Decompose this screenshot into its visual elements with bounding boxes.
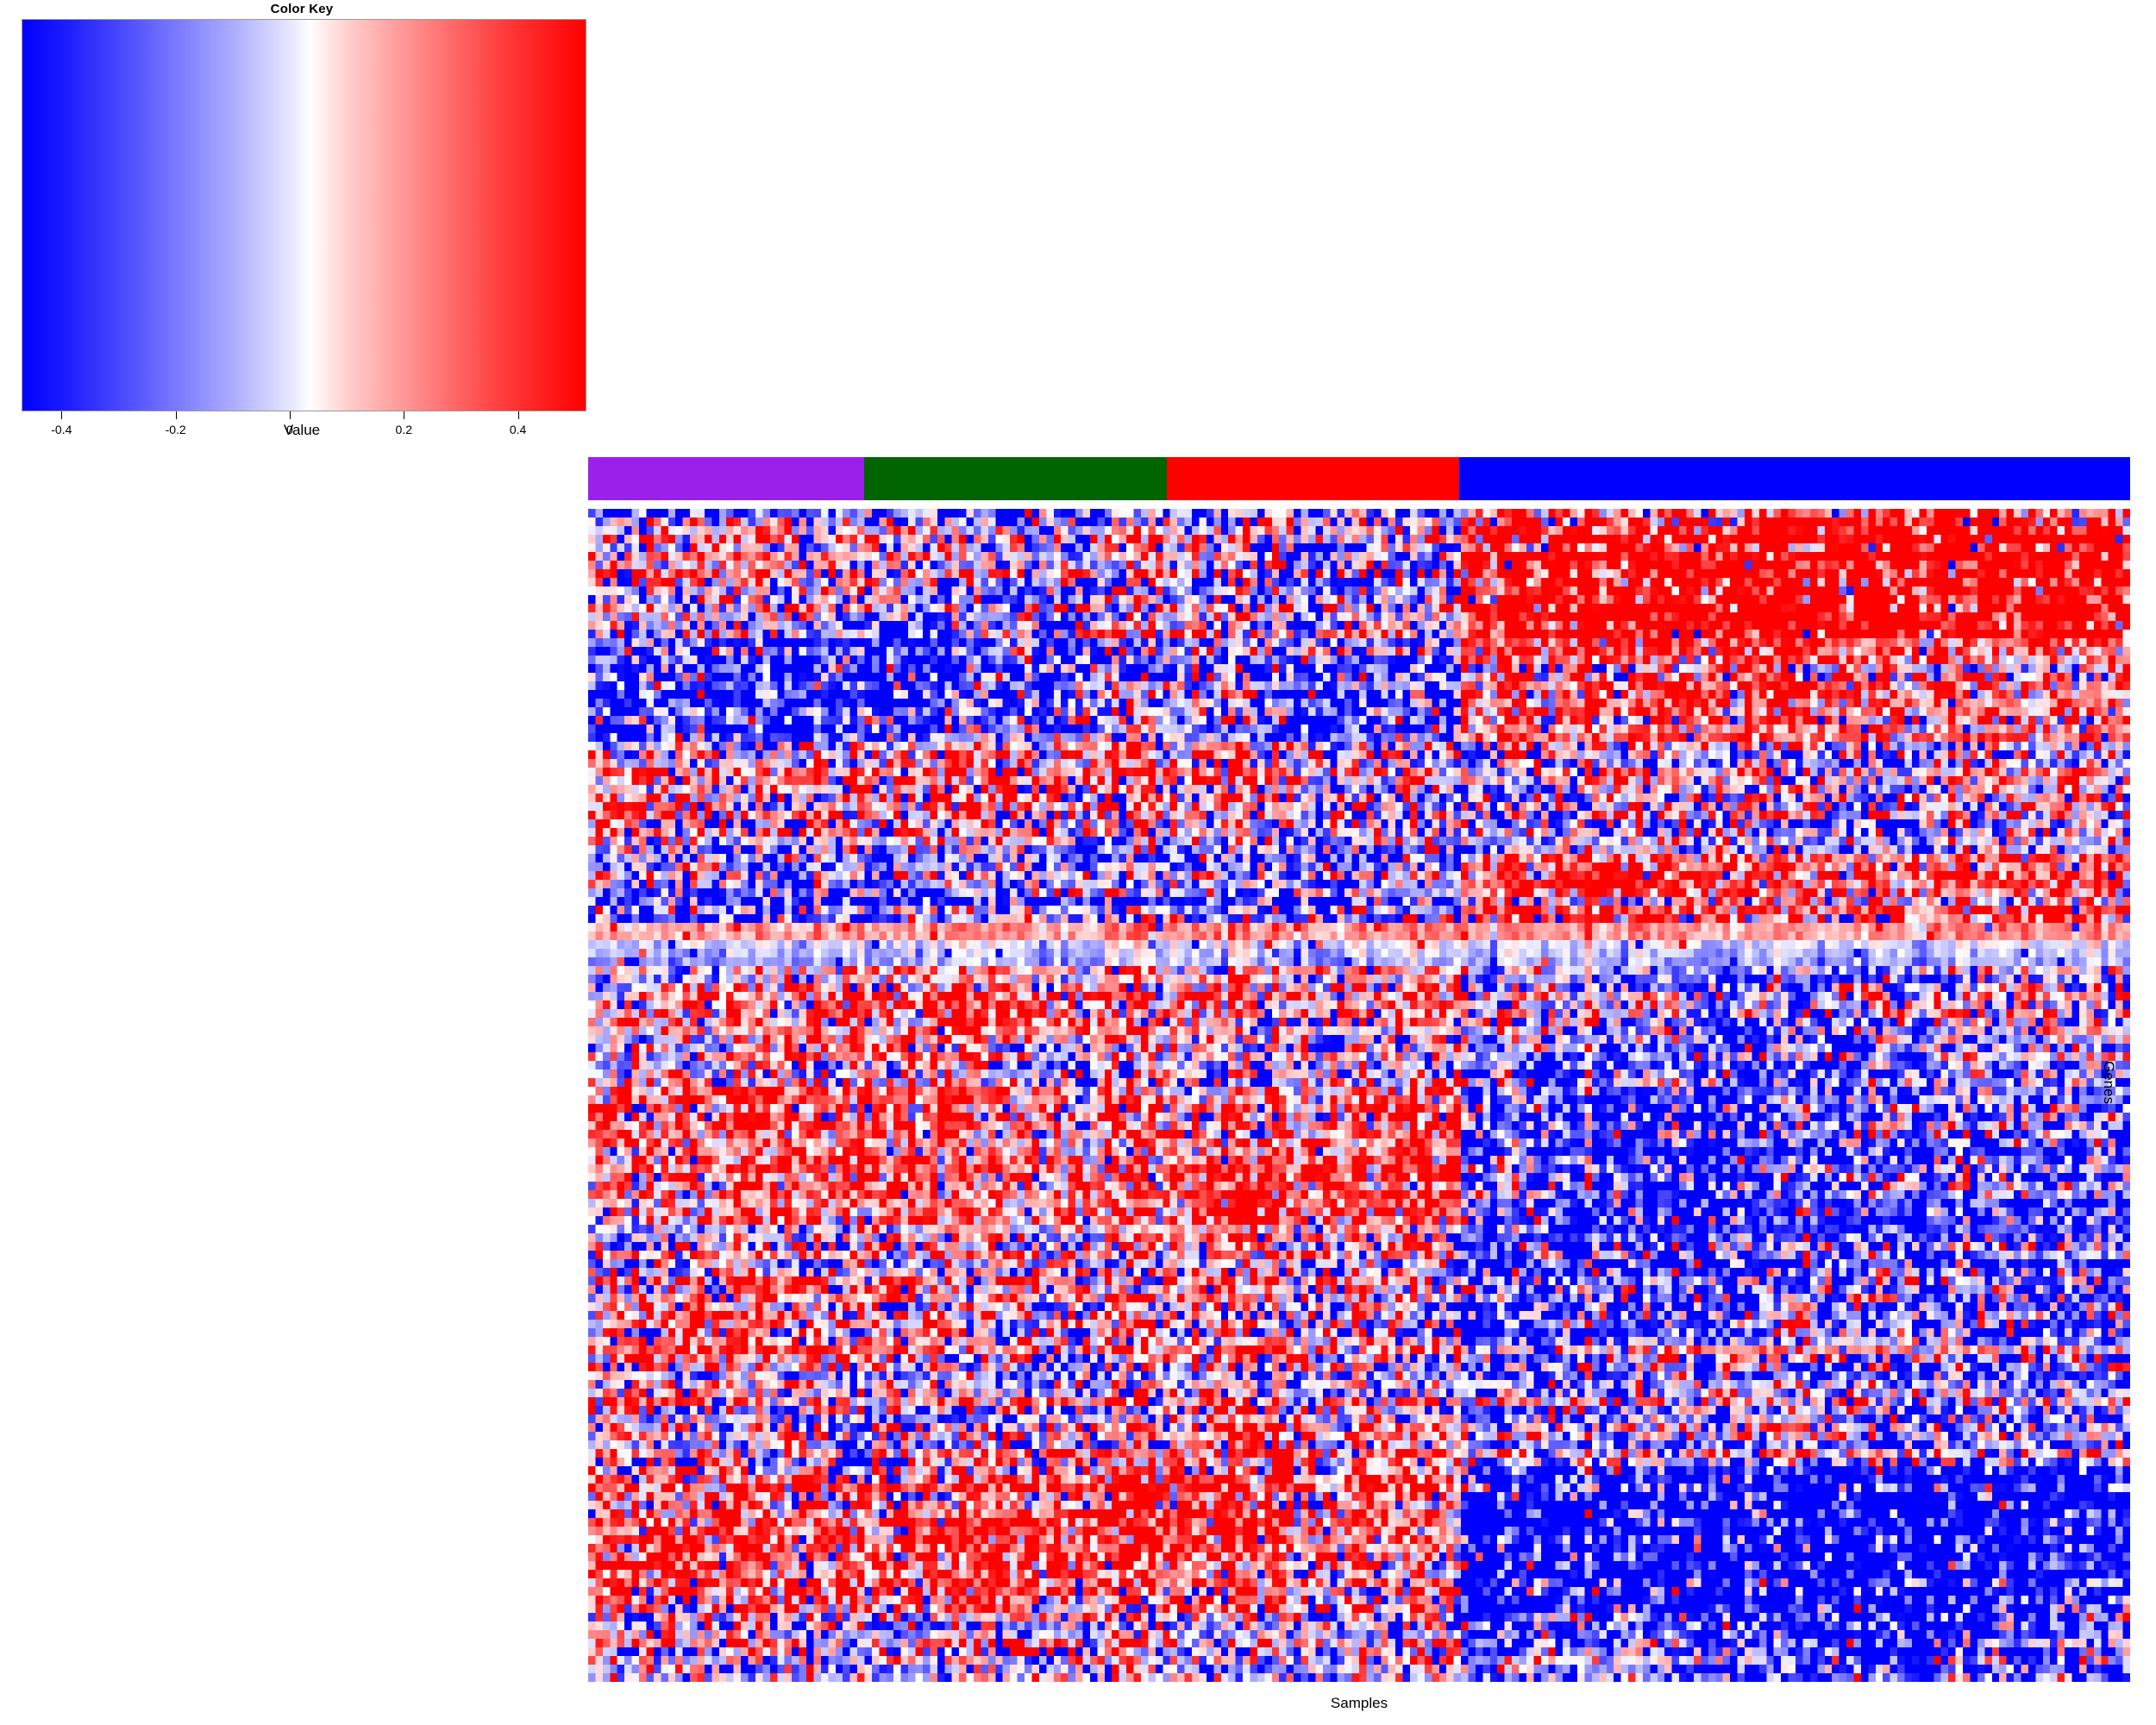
color-key-tick-label: 0.2	[395, 423, 413, 436]
color-key-gradient-wrap: -0.4 -0.2 0 0.2 0.4	[22, 19, 586, 436]
x-axis-title: Samples	[1330, 1695, 1388, 1711]
sample-group-annotation-bar	[588, 457, 2130, 500]
sample-group-block-4	[1459, 457, 2130, 500]
heatmap-panel	[588, 509, 2130, 1682]
color-key-tick	[517, 411, 519, 419]
color-key-title: Color Key	[270, 2, 334, 16]
color-key-tick	[61, 411, 63, 419]
sample-group-block-3	[1166, 457, 1460, 500]
color-key-axis-label: Value	[283, 422, 321, 438]
color-key-legend: Color Key -0.4 -0.2 0 0.2 0.4 Value	[0, 0, 604, 448]
sample-group-block-1	[588, 457, 865, 500]
color-key-tick-label: -0.4	[51, 423, 72, 436]
sample-group-block-2	[864, 457, 1167, 500]
color-key-tick-label: 0.4	[509, 423, 527, 436]
y-axis-title: Genes	[2101, 1061, 2117, 1105]
color-key-tick	[175, 411, 177, 419]
color-key-tick-label: 0	[286, 423, 293, 436]
color-key-gradient	[22, 19, 586, 411]
heatmap-matrix	[588, 509, 2130, 1682]
color-key-tick	[289, 411, 291, 419]
color-key-tick-label: -0.2	[165, 423, 186, 436]
